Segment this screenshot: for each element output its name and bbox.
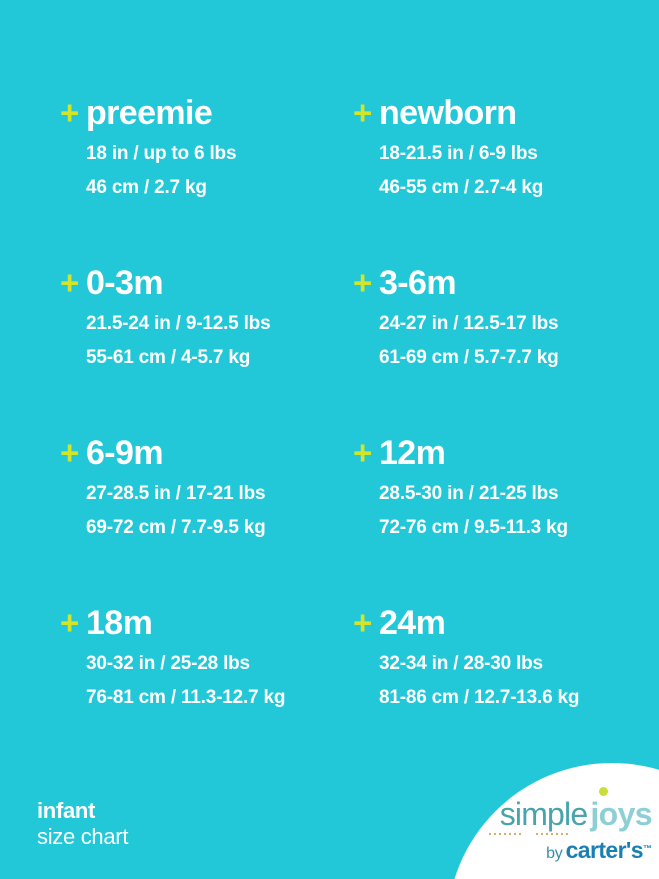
- size-metric-measure: 72-76 cm / 9.5-11.3 kg: [379, 517, 568, 538]
- plus-icon: +: [353, 604, 373, 641]
- size-label: 6-9m: [86, 434, 164, 472]
- size-grid: + preemie 18 in / up to 6 lbs 46 cm / 2.…: [60, 96, 646, 776]
- size-entry-18m: + 18m 30-32 in / 25-28 lbs 76-81 cm / 11…: [60, 606, 353, 776]
- brand-byline: by carter's™: [487, 839, 652, 862]
- plus-icon: +: [60, 434, 80, 471]
- size-entry-3-6m: + 3-6m 24-27 in / 12.5-17 lbs 61-69 cm /…: [353, 266, 646, 436]
- brand-byline-name: carter's: [565, 837, 644, 863]
- dash-group-right: [536, 833, 569, 835]
- size-imperial-measure: 30-32 in / 25-28 lbs: [86, 653, 250, 674]
- chart-title-secondary: size chart: [37, 823, 129, 849]
- size-metric-measure: 81-86 cm / 12.7-13.6 kg: [379, 687, 580, 708]
- size-entry-12m: + 12m 28.5-30 in / 21-25 lbs 72-76 cm / …: [353, 436, 646, 606]
- size-entry-heading: + newborn: [353, 96, 646, 130]
- size-imperial-measure: 21.5-24 in / 9-12.5 lbs: [86, 313, 271, 334]
- size-entry-newborn: + newborn 18-21.5 in / 6-9 lbs 46-55 cm …: [353, 96, 646, 266]
- size-entry-heading: + 3-6m: [353, 266, 646, 300]
- chart-title: infant size chart: [37, 798, 128, 850]
- plus-icon: +: [60, 264, 80, 301]
- brand-dot-icon: [599, 787, 609, 796]
- trademark-icon: ™: [643, 843, 652, 854]
- chart-title-primary: infant: [37, 798, 96, 823]
- dash-group-left: [489, 833, 522, 835]
- plus-icon: +: [60, 94, 80, 131]
- size-imperial-measure: 18 in / up to 6 lbs: [86, 143, 237, 164]
- size-label: preemie: [86, 94, 213, 132]
- size-label: 0-3m: [86, 264, 164, 302]
- size-label: 18m: [86, 604, 153, 642]
- size-entry-6-9m: + 6-9m 27-28.5 in / 17-21 lbs 69-72 cm /…: [60, 436, 353, 606]
- size-imperial-measure: 18-21.5 in / 6-9 lbs: [379, 143, 538, 164]
- brand-logo: simple joys by carter's™: [487, 787, 653, 862]
- size-metric-measure: 61-69 cm / 5.7-7.7 kg: [379, 347, 559, 368]
- plus-icon: +: [353, 434, 373, 471]
- size-entry-0-3m: + 0-3m 21.5-24 in / 9-12.5 lbs 55-61 cm …: [60, 266, 353, 436]
- brand-word-simple: simple: [499, 796, 588, 832]
- size-metric-measure: 76-81 cm / 11.3-12.7 kg: [86, 687, 286, 708]
- size-metric-measure: 46-55 cm / 2.7-4 kg: [379, 177, 544, 198]
- size-entry-heading: + preemie: [60, 96, 353, 130]
- size-entry-24m: + 24m 32-34 in / 28-30 lbs 81-86 cm / 12…: [353, 606, 646, 776]
- size-entry-heading: + 0-3m: [60, 266, 353, 300]
- size-entry-heading: + 12m: [353, 436, 646, 470]
- plus-icon: +: [353, 94, 373, 131]
- brand-underline-accent: [489, 833, 569, 836]
- size-imperial-measure: 32-34 in / 28-30 lbs: [379, 653, 543, 674]
- size-entry-heading: + 6-9m: [60, 436, 353, 470]
- size-label: newborn: [379, 94, 517, 132]
- plus-icon: +: [353, 264, 373, 301]
- brand-wordmark: simple joys: [487, 787, 653, 832]
- size-label: 12m: [379, 434, 446, 472]
- size-imperial-measure: 24-27 in / 12.5-17 lbs: [379, 313, 559, 334]
- brand-word-joys: joys: [590, 787, 653, 832]
- size-imperial-measure: 28.5-30 in / 21-25 lbs: [379, 483, 559, 504]
- brand-byline-prefix: by: [546, 845, 563, 862]
- size-imperial-measure: 27-28.5 in / 17-21 lbs: [86, 483, 266, 504]
- size-metric-measure: 46 cm / 2.7 kg: [86, 177, 207, 198]
- brand-word-joys-text: joys: [590, 796, 652, 832]
- size-label: 24m: [379, 604, 446, 642]
- size-entry-heading: + 24m: [353, 606, 646, 640]
- size-metric-measure: 69-72 cm / 7.7-9.5 kg: [86, 517, 266, 538]
- size-label: 3-6m: [379, 264, 457, 302]
- plus-icon: +: [60, 604, 80, 641]
- size-metric-measure: 55-61 cm / 4-5.7 kg: [86, 347, 251, 368]
- size-entry-heading: + 18m: [60, 606, 353, 640]
- size-entry-preemie: + preemie 18 in / up to 6 lbs 46 cm / 2.…: [60, 96, 353, 266]
